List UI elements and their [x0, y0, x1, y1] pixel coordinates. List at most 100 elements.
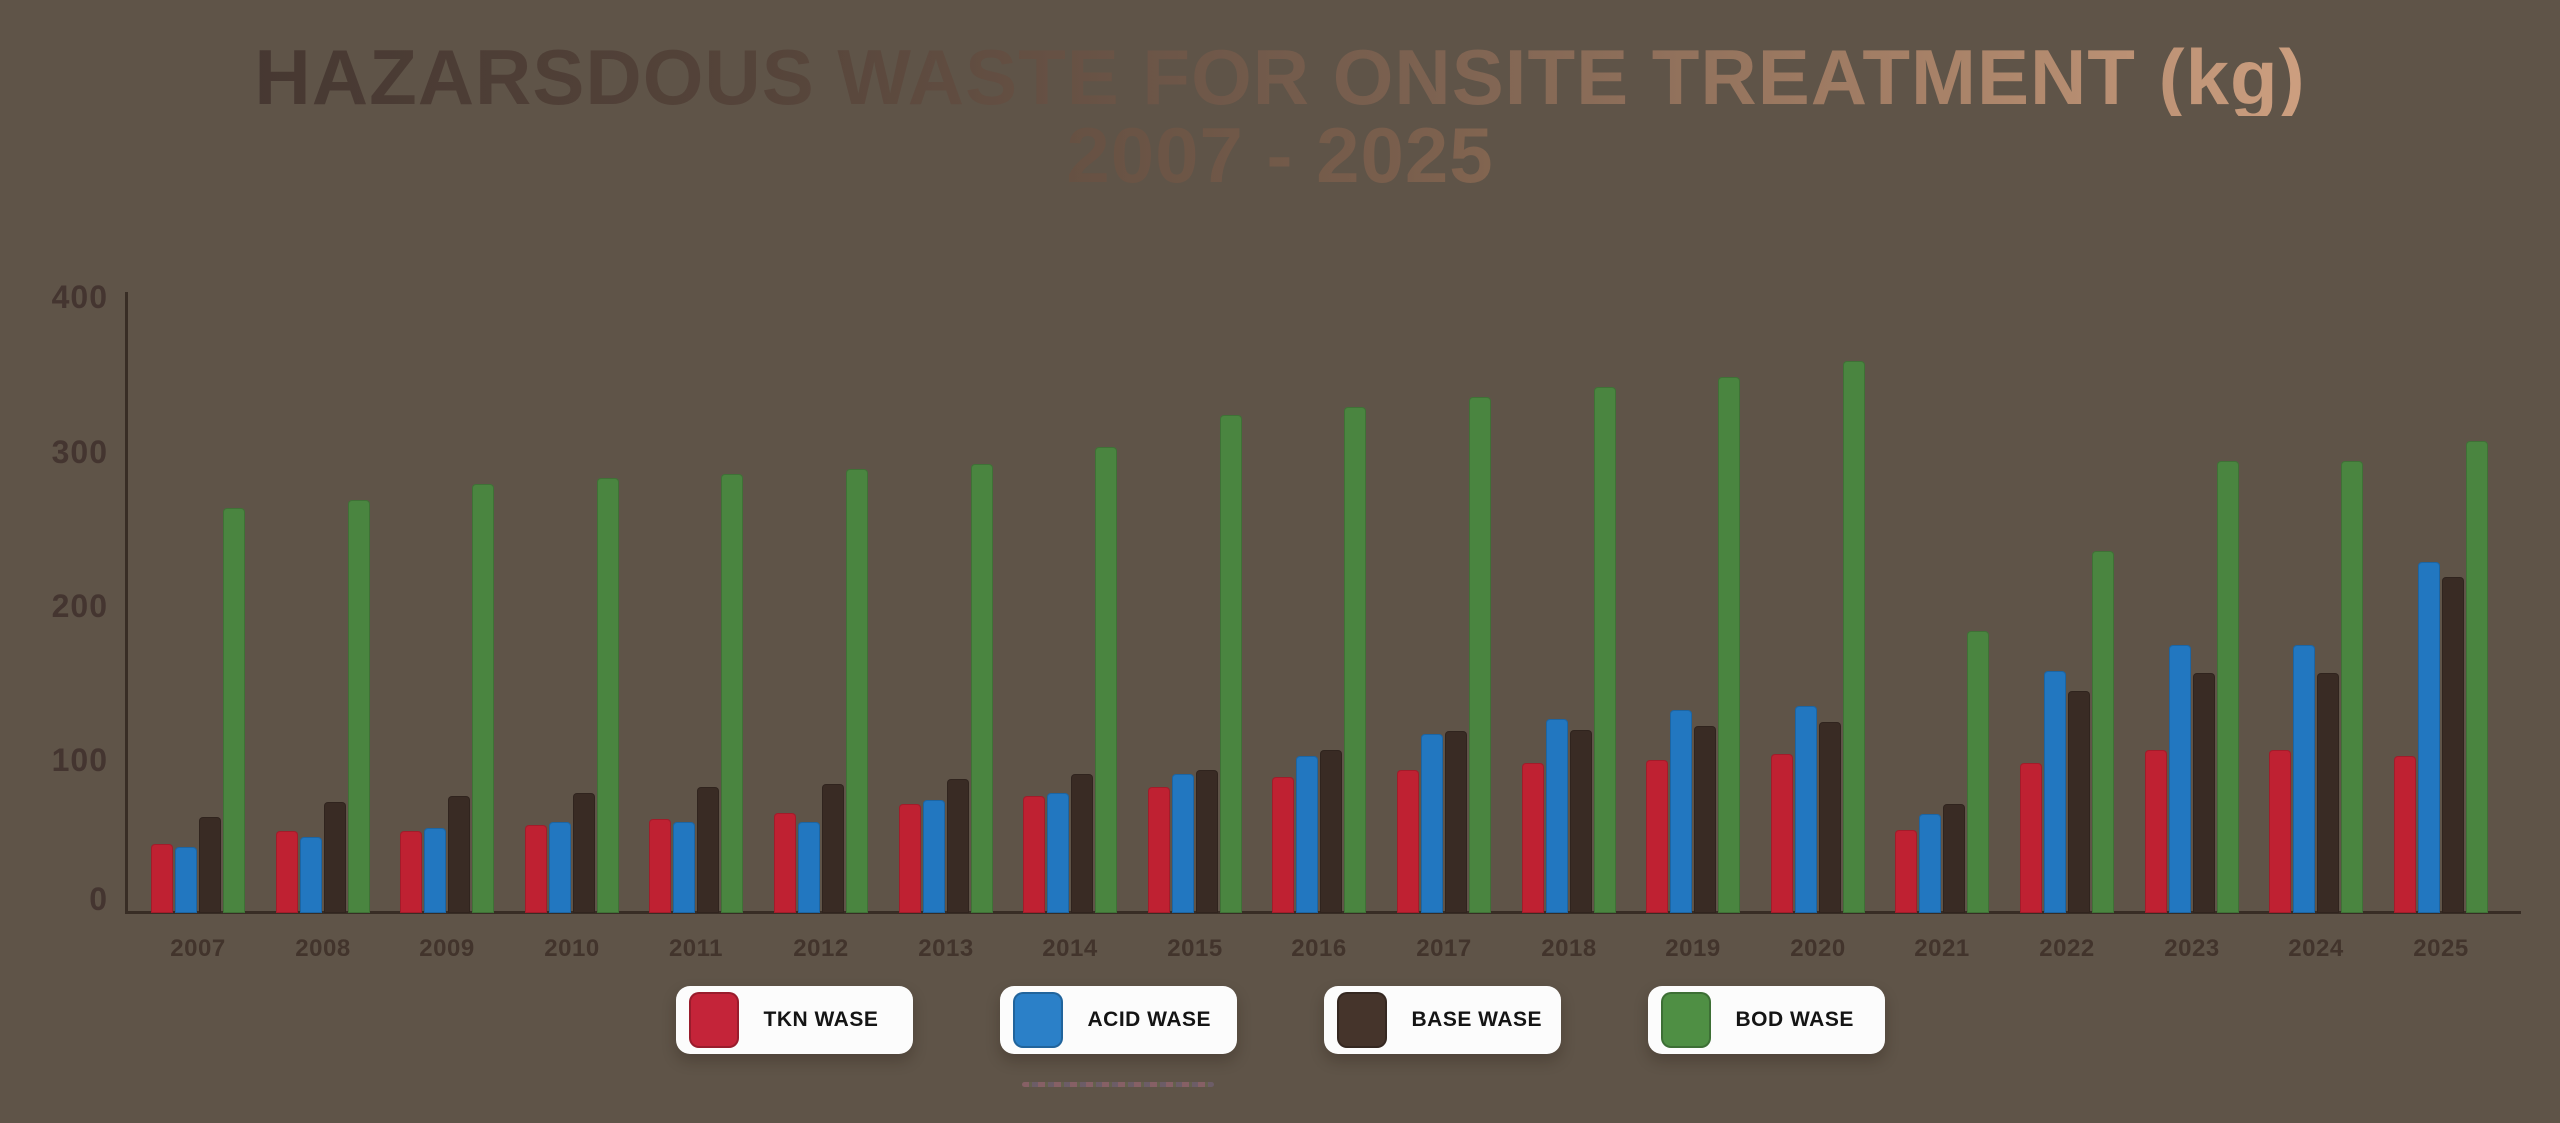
bar-bod-2016[interactable]: [1344, 407, 1366, 913]
bar-base-2015[interactable]: [1196, 770, 1218, 913]
bar-tkn-2015[interactable]: [1148, 787, 1170, 913]
bar-acid-2007[interactable]: [175, 847, 197, 913]
bar-acid-2012[interactable]: [798, 822, 820, 913]
bar-acid-2010[interactable]: [549, 822, 571, 913]
bar-tkn-2009[interactable]: [400, 831, 422, 913]
bar-acid-2024[interactable]: [2293, 645, 2315, 913]
bar-tkn-2020[interactable]: [1771, 754, 1793, 913]
bar-bod-2021[interactable]: [1967, 631, 1989, 913]
bar-acid-2008[interactable]: [300, 837, 322, 913]
legend-label: BASE WASE: [1411, 1008, 1543, 1031]
bar-bod-2012[interactable]: [846, 469, 868, 913]
legend-label: TKN WASE: [763, 1008, 879, 1031]
bar-tkn-2013[interactable]: [899, 804, 921, 913]
bar-acid-2023[interactable]: [2169, 645, 2191, 913]
bar-base-2023[interactable]: [2193, 673, 2215, 913]
bar-acid-2021[interactable]: [1919, 814, 1941, 913]
bar-acid-2013[interactable]: [923, 800, 945, 913]
bar-acid-2009[interactable]: [424, 828, 446, 913]
x-tick-label-2017: 2017: [1416, 935, 1472, 962]
bar-bod-2013[interactable]: [971, 464, 993, 913]
bar-base-2022[interactable]: [2068, 691, 2090, 913]
bar-acid-2011[interactable]: [673, 822, 695, 913]
bar-bod-2020[interactable]: [1843, 361, 1865, 913]
legend-item-acid[interactable]: ACID WASE: [999, 986, 1237, 1054]
bar-base-2024[interactable]: [2317, 673, 2339, 913]
bar-base-2010[interactable]: [573, 793, 595, 913]
bar-tkn-2019[interactable]: [1646, 760, 1668, 913]
x-tick-label-2009: 2009: [419, 935, 475, 962]
bar-tkn-2018[interactable]: [1522, 763, 1544, 913]
bar-acid-2015[interactable]: [1172, 774, 1194, 913]
bar-acid-2014[interactable]: [1047, 793, 1069, 913]
bar-bod-2019[interactable]: [1718, 377, 1740, 913]
bar-base-2021[interactable]: [1943, 804, 1965, 913]
compression-artifact: [1022, 1082, 1214, 1087]
bar-bod-2009[interactable]: [472, 484, 494, 913]
bar-tkn-2023[interactable]: [2145, 750, 2167, 913]
bar-bod-2025[interactable]: [2466, 441, 2488, 913]
bar-base-2016[interactable]: [1320, 750, 1342, 913]
bar-bod-2008[interactable]: [348, 500, 370, 913]
bar-tkn-2014[interactable]: [1023, 796, 1045, 913]
y-axis-line: [125, 292, 128, 913]
bar-base-2018[interactable]: [1570, 730, 1592, 913]
bar-acid-2022[interactable]: [2044, 671, 2066, 913]
bar-bod-2017[interactable]: [1469, 397, 1491, 913]
bar-acid-2017[interactable]: [1421, 734, 1443, 913]
bar-tkn-2017[interactable]: [1397, 770, 1419, 913]
bar-tkn-2010[interactable]: [525, 825, 547, 913]
bar-tkn-2024[interactable]: [2269, 750, 2291, 913]
bar-tkn-2022[interactable]: [2020, 763, 2042, 913]
bar-tkn-2011[interactable]: [649, 819, 671, 913]
x-tick-label-2011: 2011: [668, 935, 724, 962]
y-tick-label-200: 200: [51, 587, 108, 624]
bar-bod-2010[interactable]: [597, 478, 619, 913]
bar-bod-2014[interactable]: [1095, 447, 1117, 913]
bar-base-2019[interactable]: [1694, 726, 1716, 913]
x-tick-label-2007: 2007: [170, 935, 226, 962]
y-tick-label-300: 300: [51, 433, 108, 470]
bar-acid-2025[interactable]: [2418, 562, 2440, 913]
bar-base-2009[interactable]: [448, 796, 470, 913]
bar-base-2017[interactable]: [1445, 731, 1467, 913]
bar-tkn-2021[interactable]: [1895, 830, 1917, 913]
bar-acid-2016[interactable]: [1296, 756, 1318, 913]
bar-tkn-2025[interactable]: [2394, 756, 2416, 913]
legend-item-base[interactable]: BASE WASE: [1323, 986, 1561, 1054]
x-tick-label-2018: 2018: [1541, 935, 1597, 962]
bar-bod-2023[interactable]: [2217, 461, 2239, 913]
bar-tkn-2008[interactable]: [276, 831, 298, 913]
bar-base-2013[interactable]: [947, 779, 969, 913]
bar-bod-2015[interactable]: [1220, 415, 1242, 913]
bar-base-2011[interactable]: [697, 787, 719, 913]
bar-tkn-2007[interactable]: [151, 844, 173, 913]
chart-subtitle: 2007 - 2025: [0, 116, 2560, 194]
bar-bod-2024[interactable]: [2341, 461, 2363, 913]
red-square-swatch: [688, 992, 739, 1048]
x-tick-label-2020: 2020: [1790, 935, 1846, 962]
y-tick-label-100: 100: [51, 741, 108, 778]
bar-bod-2022[interactable]: [2092, 551, 2114, 913]
bar-base-2008[interactable]: [324, 802, 346, 913]
bar-tkn-2012[interactable]: [774, 813, 796, 913]
bar-bod-2018[interactable]: [1594, 387, 1616, 913]
bar-bod-2011[interactable]: [721, 474, 743, 913]
bar-acid-2018[interactable]: [1546, 719, 1568, 913]
bar-acid-2020[interactable]: [1795, 706, 1817, 913]
x-tick-label-2023: 2023: [2164, 935, 2220, 962]
bar-base-2025[interactable]: [2442, 577, 2464, 913]
bar-acid-2019[interactable]: [1670, 710, 1692, 913]
legend-item-bod[interactable]: BOD WASE: [1647, 986, 1885, 1054]
bar-base-2020[interactable]: [1819, 722, 1841, 913]
bar-tkn-2016[interactable]: [1272, 777, 1294, 913]
bar-base-2014[interactable]: [1071, 774, 1093, 913]
bar-base-2012[interactable]: [822, 784, 844, 913]
legend-item-tkn[interactable]: TKN WASE: [675, 986, 913, 1054]
x-tick-label-2024: 2024: [2288, 935, 2344, 962]
bar-bod-2007[interactable]: [223, 508, 245, 913]
bar-base-2007[interactable]: [199, 817, 221, 913]
y-tick-label-0: 0: [89, 881, 108, 917]
x-tick-label-2010: 2010: [544, 935, 600, 962]
